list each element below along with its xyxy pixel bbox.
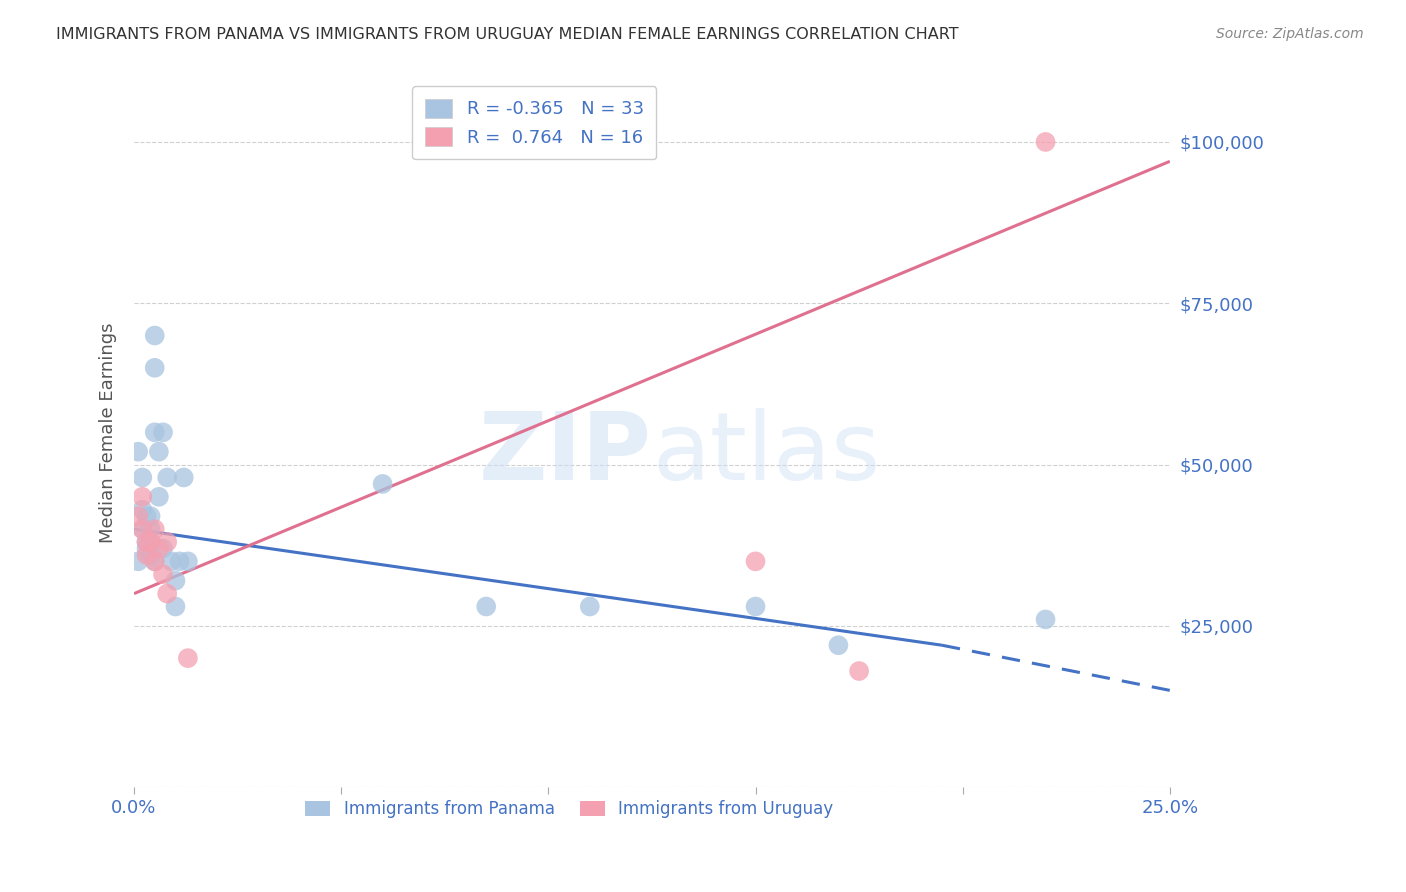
Point (827, 638, 849, 652)
Point (135, 541, 157, 556)
Point (143, 425, 166, 440)
Point (848, 664, 870, 678)
Point (165, 574, 187, 588)
Point (152, 425, 174, 440)
Text: ZIP: ZIP (479, 408, 652, 500)
Point (169, 554, 191, 568)
Point (156, 535, 179, 549)
Point (143, 554, 166, 568)
Point (139, 535, 162, 549)
Text: IMMIGRANTS FROM PANAMA VS IMMIGRANTS FROM URUGUAY MEDIAN FEMALE EARNINGS CORRELA: IMMIGRANTS FROM PANAMA VS IMMIGRANTS FRO… (56, 27, 959, 42)
Point (744, 554, 766, 568)
Point (1035, 612, 1057, 626)
Point (177, 554, 200, 568)
Point (152, 567, 174, 582)
Point (131, 522, 153, 536)
Point (744, 599, 766, 614)
Point (156, 586, 179, 600)
Text: atlas: atlas (652, 408, 880, 500)
Point (131, 522, 153, 536)
Point (578, 599, 600, 614)
Point (135, 548, 157, 562)
Point (143, 360, 166, 375)
Point (148, 490, 170, 504)
Point (148, 541, 170, 556)
Point (127, 509, 149, 524)
Point (160, 554, 183, 568)
Point (139, 548, 162, 562)
Point (156, 470, 179, 484)
Point (1035, 135, 1057, 149)
Point (135, 509, 157, 524)
Point (131, 502, 153, 516)
Point (143, 328, 166, 343)
Point (135, 535, 157, 549)
Y-axis label: Median Female Earnings: Median Female Earnings (100, 322, 117, 542)
Point (165, 599, 187, 614)
Point (139, 535, 162, 549)
Point (131, 470, 153, 484)
Legend: Immigrants from Panama, Immigrants from Uruguay: Immigrants from Panama, Immigrants from … (298, 794, 839, 825)
Point (148, 444, 170, 458)
Point (131, 490, 153, 504)
Point (143, 554, 166, 568)
Point (127, 444, 149, 458)
Point (173, 470, 195, 484)
Point (139, 509, 162, 524)
Point (177, 651, 200, 665)
Text: Source: ZipAtlas.com: Source: ZipAtlas.com (1216, 27, 1364, 41)
Point (127, 554, 149, 568)
Point (475, 599, 498, 614)
Point (143, 522, 166, 536)
Point (135, 535, 157, 549)
Point (152, 541, 174, 556)
Point (139, 522, 162, 536)
Point (371, 477, 394, 491)
